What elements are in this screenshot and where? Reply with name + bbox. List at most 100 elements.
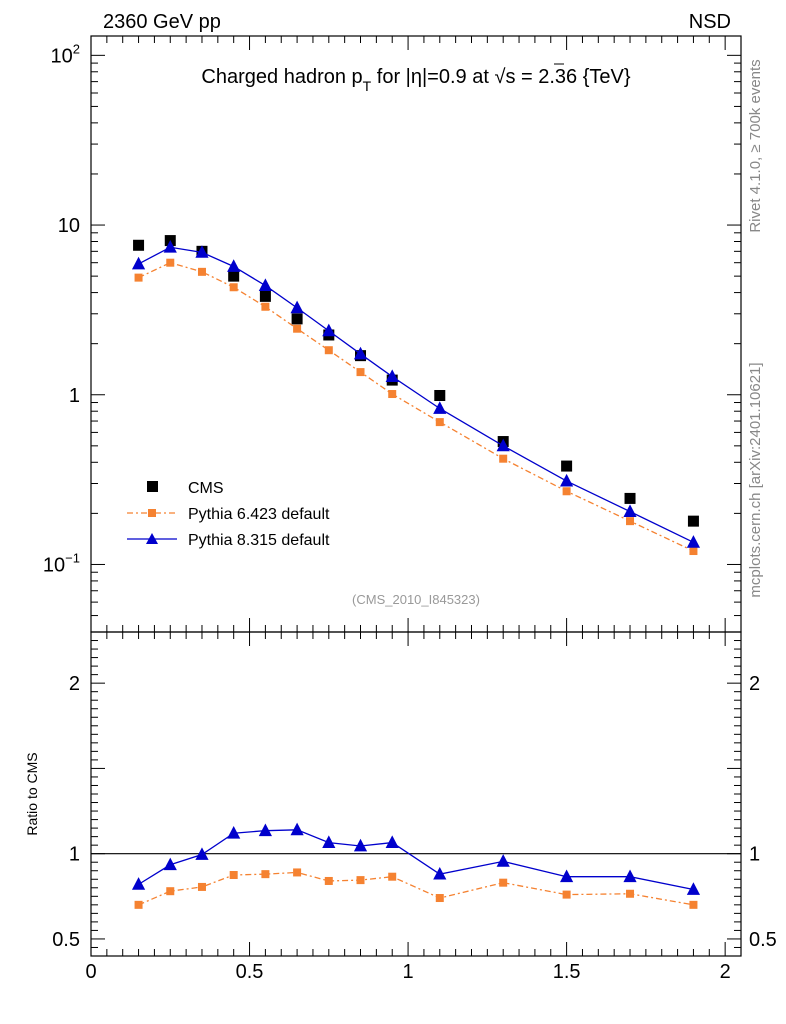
data-point-cms: [133, 239, 145, 251]
series-line-pythia-8-315-default: [138, 246, 694, 543]
data-point-pythia-8-315-default: [290, 300, 304, 314]
data-point-pythia-8-315-default: [163, 240, 177, 253]
ratio-point-pythia-8-315-default: [560, 869, 574, 883]
ratio-series-group: [131, 822, 701, 909]
ratio-point-pythia-8-315-default: [353, 838, 368, 852]
ratio-line-pythia-8-315-default: [138, 829, 694, 891]
x-axis-ticks: 0 0.5 1 1.5 2: [85, 36, 731, 983]
data-point-pythia-8-315-default: [322, 323, 336, 337]
ratio-point-pythia-8-315-default: [258, 823, 272, 837]
title-text-end: s = 2.36 {TeV}: [505, 66, 630, 88]
data-point-cms: [291, 313, 303, 325]
source-label: mcplots.cern.ch [arXiv:2401.10621]: [747, 362, 764, 597]
main-y-axis-ticks: 102 10 1 10−1: [43, 41, 741, 633]
ratio-point-pythia-6-423-default: [356, 876, 365, 885]
ratio-point-pythia-6-423-default: [499, 878, 508, 887]
ratio-point-pythia-6-423-default: [324, 876, 333, 885]
data-point-pythia-6-423-default: [626, 517, 635, 526]
legend-label-cms: CMS: [188, 480, 224, 497]
data-point-pythia-6-423-default: [388, 390, 397, 399]
ratio-point-pythia-6-423-default: [689, 900, 698, 909]
data-point-pythia-6-423-default: [261, 302, 270, 311]
ratio-point-pythia-6-423-default: [388, 872, 397, 881]
legend-marker-pythia8: [146, 533, 158, 544]
ratio-point-pythia-8-315-default: [163, 857, 177, 871]
data-point-cms: [259, 290, 271, 302]
data-point-pythia-6-423-default: [689, 547, 698, 556]
ratio-point-pythia-8-315-default: [195, 847, 209, 860]
ratio-point-pythia-8-315-default: [496, 854, 510, 867]
ratio-y-tick-label: 0.5: [52, 929, 80, 951]
ratio-point-pythia-8-315-default: [385, 835, 399, 848]
data-point-pythia-8-315-default: [227, 259, 241, 272]
title-subscript: T: [363, 78, 372, 94]
data-point-pythia-6-423-default: [229, 283, 238, 292]
ratio-y-tick-label: 1: [69, 844, 80, 866]
data-point-cms: [561, 460, 573, 472]
data-point-pythia-6-423-default: [197, 267, 206, 276]
main-y-tick-label: 10−1: [43, 550, 80, 576]
data-point-pythia-8-315-default: [131, 256, 146, 270]
ratio-point-pythia-8-315-default: [433, 866, 447, 880]
ratio-point-pythia-8-315-default: [131, 877, 146, 890]
legend-label-pythia6: Pythia 6.423 default: [188, 506, 330, 523]
data-point-pythia-6-423-default: [166, 258, 175, 267]
ratio-point-pythia-6-423-default: [166, 887, 175, 896]
x-tick-label: 2: [720, 961, 731, 983]
main-y-tick-label: 1: [69, 385, 80, 407]
main-y-tick-label: 10: [58, 215, 80, 237]
ratio-point-pythia-6-423-default: [197, 882, 206, 891]
legend-label-pythia8: Pythia 8.315 default: [188, 532, 330, 549]
ratio-point-pythia-6-423-default: [562, 890, 571, 899]
data-point-pythia-8-315-default: [686, 535, 701, 548]
ratio-point-pythia-8-315-default: [290, 822, 304, 836]
ratio-point-pythia-8-315-default: [623, 869, 637, 883]
data-point-pythia-6-423-default: [134, 273, 143, 282]
ratio-line-pythia-6-423-default: [138, 871, 694, 906]
main-series-group: [131, 235, 701, 556]
data-point-pythia-8-315-default: [353, 346, 368, 360]
ratio-point-pythia-8-315-default: [227, 826, 241, 839]
ratio-panel-frame: [90, 631, 742, 957]
data-point-cms: [687, 515, 699, 527]
title-text: Charged hadron p: [201, 66, 362, 88]
ratio-point-pythia-6-423-default: [261, 870, 270, 879]
data-point-pythia-6-423-default: [293, 324, 302, 333]
chart-title: Charged hadron pT for |η|=0.9 at √s = 2.…: [201, 66, 630, 94]
events-label: Rivet 4.1.0, ≥ 700k events: [747, 59, 764, 232]
legend-marker-cms: [147, 481, 158, 492]
data-point-pythia-6-423-default: [435, 418, 444, 427]
energy-label: 2360 GeV pp: [103, 11, 221, 33]
ratio-point-pythia-6-423-default: [435, 894, 444, 903]
legend: CMS Pythia 6.423 default Pythia 8.315 de…: [127, 480, 330, 549]
sqrt-symbol: √: [494, 66, 505, 88]
data-point-pythia-8-315-default: [385, 369, 399, 382]
ratio-point-pythia-6-423-default: [626, 889, 635, 898]
data-point-cms: [228, 270, 240, 282]
data-point-pythia-6-423-default: [356, 368, 365, 377]
ratio-y-tick-label-right: 1: [749, 844, 760, 866]
x-tick-label: 0: [85, 961, 96, 983]
title-text-mid: for |η|=0.9 at: [371, 66, 494, 88]
data-point-pythia-6-423-default: [562, 487, 571, 496]
data-point-pythia-8-315-default: [433, 401, 447, 414]
ratio-point-pythia-6-423-default: [134, 900, 143, 909]
data-point-pythia-6-423-default: [324, 346, 333, 355]
x-tick-label: 1: [403, 961, 414, 983]
data-point-cms: [624, 492, 636, 504]
data-point-pythia-8-315-default: [258, 278, 272, 291]
ratio-y-axis-label: Ratio to CMS: [24, 752, 40, 835]
main-y-tick-label: 102: [51, 41, 80, 67]
ratio-y-axis-ticks: 0.5 0.5 1 1 2 2: [52, 631, 777, 957]
analysis-id: (CMS_2010_I845323): [352, 592, 480, 607]
data-point-pythia-8-315-default: [560, 473, 574, 487]
data-point-pythia-8-315-default: [496, 438, 510, 452]
ratio-point-pythia-6-423-default: [293, 868, 302, 877]
legend-marker-pythia6: [148, 509, 156, 517]
x-tick-label: 0.5: [236, 961, 264, 983]
series-line-pythia-6-423-default: [138, 262, 694, 552]
ratio-y-tick-label-right: 2: [749, 673, 760, 695]
data-point-pythia-8-315-default: [623, 504, 637, 517]
data-point-cms: [434, 389, 446, 401]
